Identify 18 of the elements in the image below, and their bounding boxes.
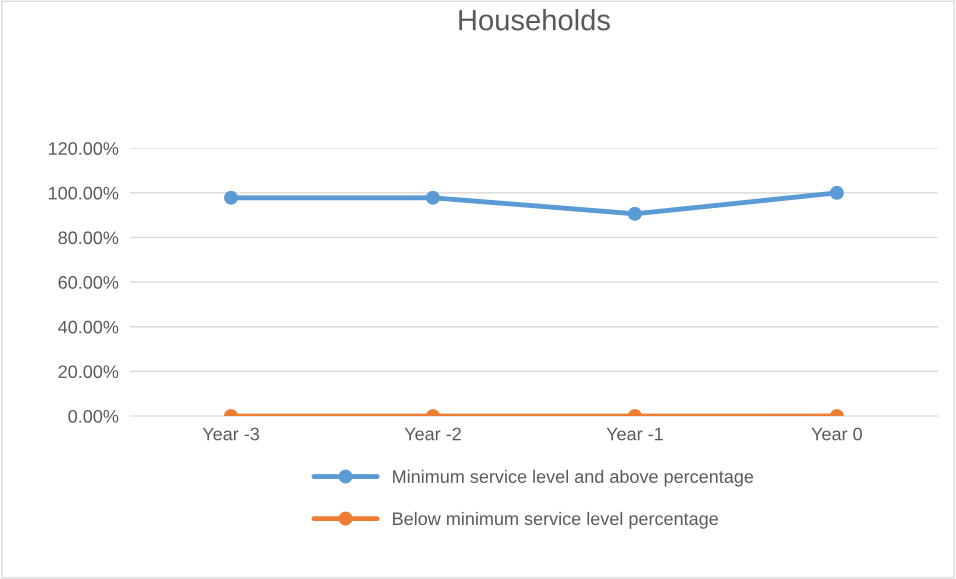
y-tick-label: 100.00% [49, 186, 118, 200]
chart-title: Households [459, 9, 610, 30]
y-tick-label: 40.00% [58, 320, 118, 334]
point [224, 190, 238, 205]
legend-label: Below minimum service level percentage [393, 512, 718, 529]
y-tick-label: 120.00% [49, 142, 118, 155]
x-tick-label: Year -1 [606, 428, 663, 440]
x-tick-label: Year 0 [811, 428, 862, 440]
y-tick-label: 60.00% [58, 276, 118, 289]
x-tick-label: Year -3 [202, 428, 259, 440]
legend-label: Minimum service level and above percentage [393, 470, 754, 487]
y-tick-label: 0.00% [68, 410, 118, 423]
y-tick-label: 20.00% [58, 365, 118, 378]
point [628, 206, 642, 221]
x-tick-label: Year -2 [404, 428, 461, 440]
y-tick-label: 80.00% [58, 231, 118, 244]
point [830, 186, 844, 200]
point [426, 190, 440, 205]
